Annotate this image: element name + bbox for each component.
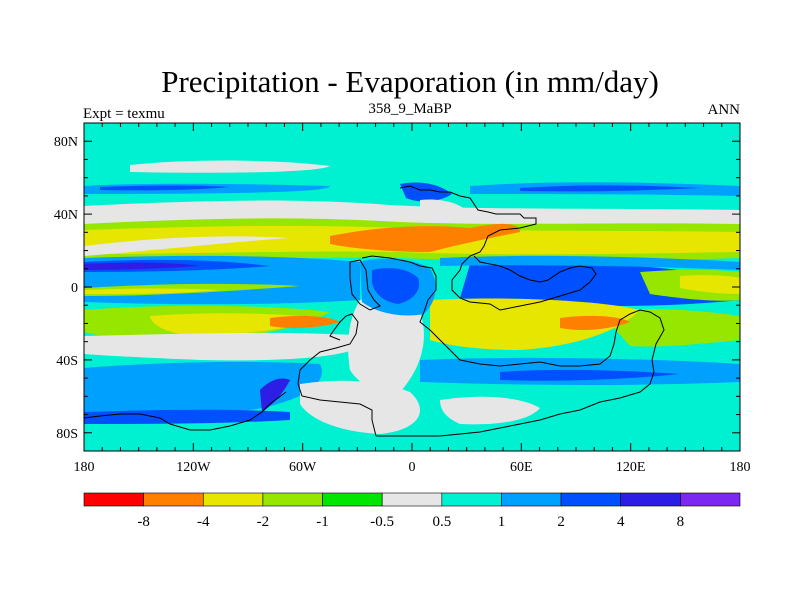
- contour-darkblue-southern-east: [500, 369, 680, 381]
- colorbar-swatch: [202, 492, 264, 507]
- plot-title: Precipitation - Evaporation (in mm/day): [161, 64, 659, 99]
- colorbar-label: 1: [498, 514, 506, 530]
- coastline-antarctic-west: [84, 391, 287, 431]
- colorbar-label: 0.5: [432, 514, 451, 530]
- contour-yellow-equator-east: [680, 275, 740, 294]
- x-tick-label: 0: [409, 460, 416, 475]
- contour-grey-africa: [348, 298, 424, 393]
- x-tick-label: 120E: [616, 460, 646, 475]
- x-tick-label: 60E: [510, 460, 533, 475]
- contour-grey-north-loop: [84, 236, 290, 256]
- contour-indigo-equator-west: [84, 262, 200, 270]
- colorbar-swatch: [143, 492, 204, 507]
- x-tick-label: 180: [74, 460, 95, 475]
- contour-orange-south-east: [560, 315, 630, 330]
- contour-grey-south-band: [84, 332, 370, 361]
- contour-darkblue-africa: [372, 268, 420, 304]
- colorbar-label: -0.5: [370, 514, 394, 530]
- y-tick-label: 40S: [56, 354, 78, 369]
- x-tick-label: 60W: [289, 460, 317, 475]
- coastline-west-gondwana: [297, 313, 377, 437]
- colorbar-label: -2: [257, 514, 270, 530]
- contour-yellow-south-east: [430, 298, 640, 350]
- colorbar-label: -8: [137, 514, 150, 530]
- y-tick-label: 80N: [54, 135, 78, 150]
- x-tick-label: 120W: [176, 460, 211, 475]
- y-tick-label: 40N: [54, 208, 78, 223]
- map-panel: 180 120W 60W 0 60E 120E 180 80N 40N 0 40S 80S: [54, 122, 751, 475]
- colorbar-swatch: [620, 492, 681, 507]
- x-axis: 180 120W 60W 0 60E 120E 180: [74, 123, 751, 475]
- coastlines: [84, 185, 665, 437]
- contour-blue-equator-east: [440, 255, 740, 270]
- contour-darkblue-north-east: [520, 185, 700, 192]
- contour-orange-north: [330, 223, 520, 252]
- contour-grey-antarctic-east: [440, 396, 540, 425]
- coastline-island-west: [349, 259, 381, 311]
- contour-fields: [84, 160, 740, 434]
- contour-grey-antarctic-center: [300, 380, 420, 434]
- contour-yellow-equator-west: [84, 288, 220, 294]
- colorbar-swatch: [680, 492, 741, 507]
- colorbar-label: 2: [557, 514, 565, 530]
- colorbar-swatch: [441, 492, 502, 507]
- colorbar-label: -1: [316, 514, 329, 530]
- coastline-gondwana: [361, 255, 665, 437]
- contour-darkblue-antarctic-west: [260, 378, 290, 412]
- y-tick-label: 80S: [56, 427, 78, 442]
- contour-darkblue-southern-ocean: [84, 409, 290, 424]
- colorbar-swatch: [83, 492, 144, 507]
- colorbar-label: -4: [197, 514, 210, 530]
- y-tick-label: 0: [71, 281, 78, 296]
- contour-grey-asia-north: [420, 199, 470, 220]
- colorbar-swatch: [560, 492, 622, 507]
- colorbar-label: 4: [617, 514, 625, 530]
- y-axis: 80N 40N 0 40S 80S: [54, 135, 740, 442]
- colorbar-label: 8: [677, 514, 685, 530]
- subtitle-left: Expt = texmu: [83, 106, 165, 122]
- subtitle-center: 358_9_MaBP: [368, 101, 451, 117]
- contour-green-south-west: [660, 313, 740, 332]
- subtitle-right: ANN: [708, 102, 741, 118]
- coastline-north-continent: [399, 185, 597, 311]
- contour-darkblue-north-west: [100, 185, 230, 191]
- colorbar: -8 -4 -2 -1 -0.5 0.5 1 2 4 8: [83, 492, 741, 530]
- contour-orange-south: [270, 315, 340, 329]
- contour-grey-arctic: [130, 160, 330, 173]
- colorbar-swatch: [501, 492, 562, 507]
- x-tick-label: 180: [730, 460, 751, 475]
- colorbar-swatch: [262, 492, 323, 507]
- colorbar-swatch: [322, 492, 383, 507]
- colorbar-swatch: [381, 492, 443, 507]
